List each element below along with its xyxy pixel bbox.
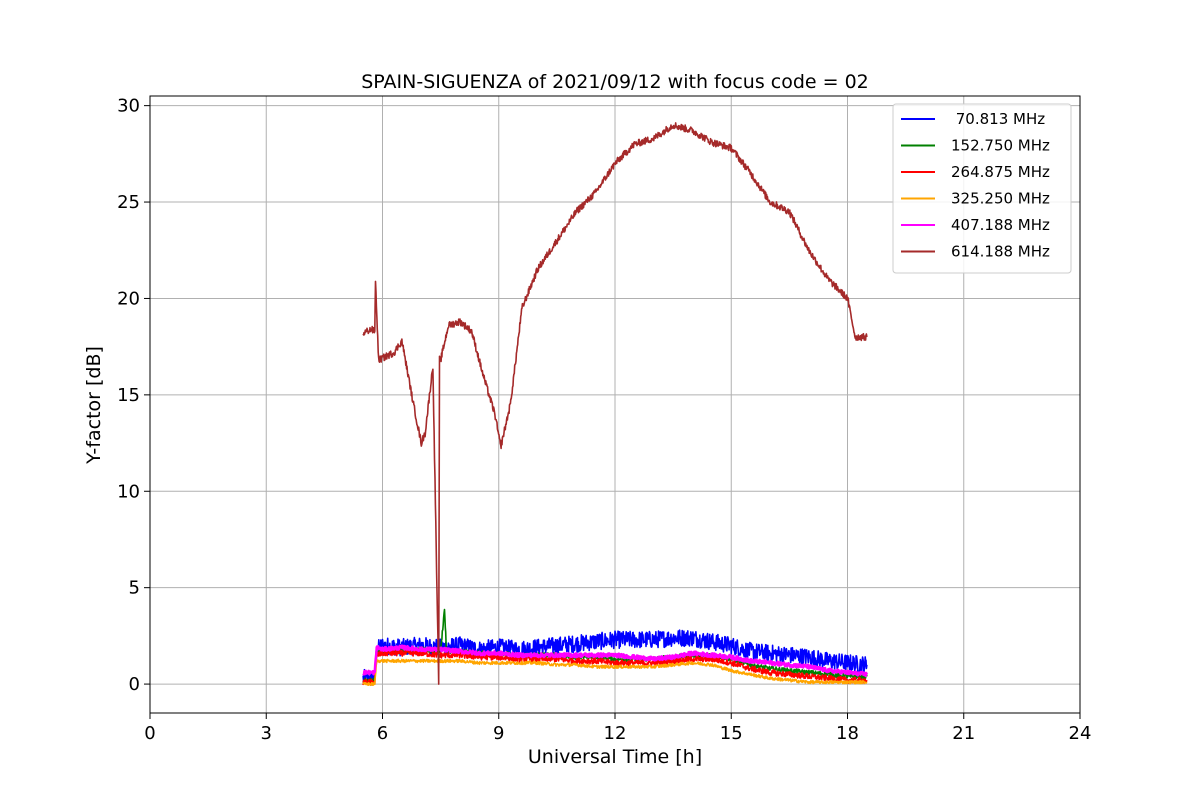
series-line [362,644,869,678]
y-axis-label: Y-factor [dB] [83,346,105,465]
series-layer [362,122,869,687]
y-tick-label: 20 [117,288,140,309]
y-axis-ticks: 0 5 10 15 20 25 30 [117,96,150,695]
y-tick-label: 5 [129,578,140,599]
y-tick-label: 25 [117,192,140,213]
legend-label: 614.188 MHz [951,243,1050,261]
legend-label: 70.813 MHz [951,110,1045,128]
x-axis-label: Universal Time [h] [528,746,702,768]
x-tick-label: 24 [1069,723,1092,744]
legend: 70.813 MHz 152.750 MHz 264.875 MHz 325.250 … [892,103,1072,274]
x-tick-label: 9 [493,723,504,744]
series-line [362,629,868,686]
legend-label: 325.250 MHz [951,190,1050,208]
chart-title: SPAIN-SIGUENZA of 2021/09/12 with focus … [361,71,869,93]
x-tick-label: 3 [261,723,272,744]
x-tick-label: 12 [604,723,627,744]
legend-box [892,103,1072,274]
y-tick-label: 0 [129,674,140,695]
legend-label: 264.875 MHz [951,163,1050,181]
x-tick-label: 21 [952,723,975,744]
x-tick-label: 15 [720,723,743,744]
legend-label: 407.188 MHz [951,216,1050,234]
series-line [362,658,868,687]
y-tick-label: 15 [117,385,140,406]
x-axis-ticks: 0 3 6 9 12 15 18 21 24 [144,713,1091,744]
x-tick-label: 18 [836,723,859,744]
x-tick-label: 0 [144,723,155,744]
y-tick-label: 30 [117,96,140,117]
series-line [362,122,868,685]
series-line [362,649,868,686]
legend-label: 152.750 MHz [951,137,1050,155]
y-tick-label: 10 [117,481,140,502]
x-tick-label: 6 [377,723,388,744]
